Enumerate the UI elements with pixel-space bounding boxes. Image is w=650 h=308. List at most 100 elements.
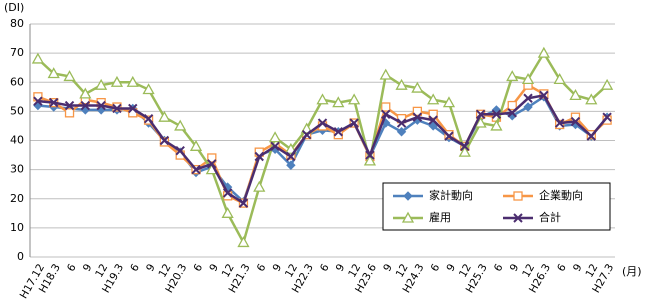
marker [158,110,171,122]
marker [513,213,523,223]
y-tick-label: 0 [17,250,24,263]
marker [396,127,407,137]
marker [254,151,264,162]
marker [365,150,375,160]
x-tick-label: 9 [334,262,348,274]
x-tick-label: 9 [381,262,395,274]
x-tick-label: 12 [346,262,363,280]
x-tick-label: 12 [93,262,110,280]
marker [460,141,470,152]
marker [554,118,565,128]
y-tick-label: 40 [10,134,24,147]
x-tick-label: 6 [318,262,332,274]
marker [63,70,76,82]
marker [381,102,391,112]
marker [513,191,523,201]
marker [428,121,438,131]
x-tick-label: 9 [144,262,158,274]
marker [411,81,424,93]
marker [207,159,217,169]
x-tick-label: 12 [583,262,600,280]
marker [174,119,187,131]
marker [191,164,201,175]
x-tick-label: 6 [191,262,205,274]
marker [33,96,43,106]
x-tick-label: 12 [520,262,537,280]
x-tick-label: 9 [271,262,285,274]
y-tick-label: 70 [10,46,24,59]
marker [237,236,250,248]
marker [570,116,581,127]
marker [490,119,503,131]
x-tick-label: 6 [128,262,142,274]
marker [348,93,361,105]
marker [428,115,438,125]
legend-label: 雇用 [429,210,451,224]
marker [474,116,487,128]
x-tick-label: 9 [81,262,95,274]
marker [539,90,549,101]
marker [64,108,75,118]
marker [401,211,415,223]
marker [316,93,329,105]
marker [521,72,535,84]
marker [317,118,328,128]
y-tick-label: 10 [10,221,24,234]
marker [395,78,408,90]
y-tick-label: 30 [10,163,24,176]
legend-label: 合計 [539,210,561,224]
x-tick-label: 12 [157,262,174,280]
marker [427,93,440,105]
marker [381,109,391,119]
x-tick-label: 6 [429,262,443,274]
marker [491,109,502,119]
marker [96,100,106,111]
marker [507,108,517,118]
marker [602,112,612,122]
legend-label: 企業動向 [539,188,583,202]
x-tick-label: 6 [65,262,79,274]
marker [112,103,122,114]
marker [286,160,296,170]
marker [403,191,413,201]
marker [126,75,139,87]
marker [95,78,108,90]
marker [396,118,407,128]
x-tick-label: 9 [444,262,458,274]
y-tick-label: 60 [10,75,24,88]
x-tick-label: 6 [555,262,569,274]
marker [412,112,423,122]
marker [523,93,533,103]
marker [268,131,282,143]
marker [110,75,124,87]
marker [539,89,549,99]
marker [238,198,249,208]
marker [475,109,486,119]
marker [253,180,266,192]
x-tick-label: 6 [492,262,506,274]
marker [49,97,59,108]
marker [586,131,596,141]
marker [553,72,566,84]
x-tick-label: 12 [283,262,300,280]
marker [128,103,138,114]
marker [444,131,454,141]
marker [31,52,45,64]
marker [189,139,203,151]
marker [300,122,313,134]
marker [142,83,155,95]
marker [569,89,582,101]
marker [64,100,75,111]
x-tick-label: 9 [207,262,221,274]
marker [379,68,392,80]
marker [507,100,517,111]
x-axis-label: (月) [622,265,642,278]
marker [222,188,233,198]
marker [442,96,456,108]
marker [600,78,614,90]
marker [523,102,533,112]
marker [555,119,565,130]
y-tick-label: 50 [10,104,24,117]
legend-box [382,182,611,231]
